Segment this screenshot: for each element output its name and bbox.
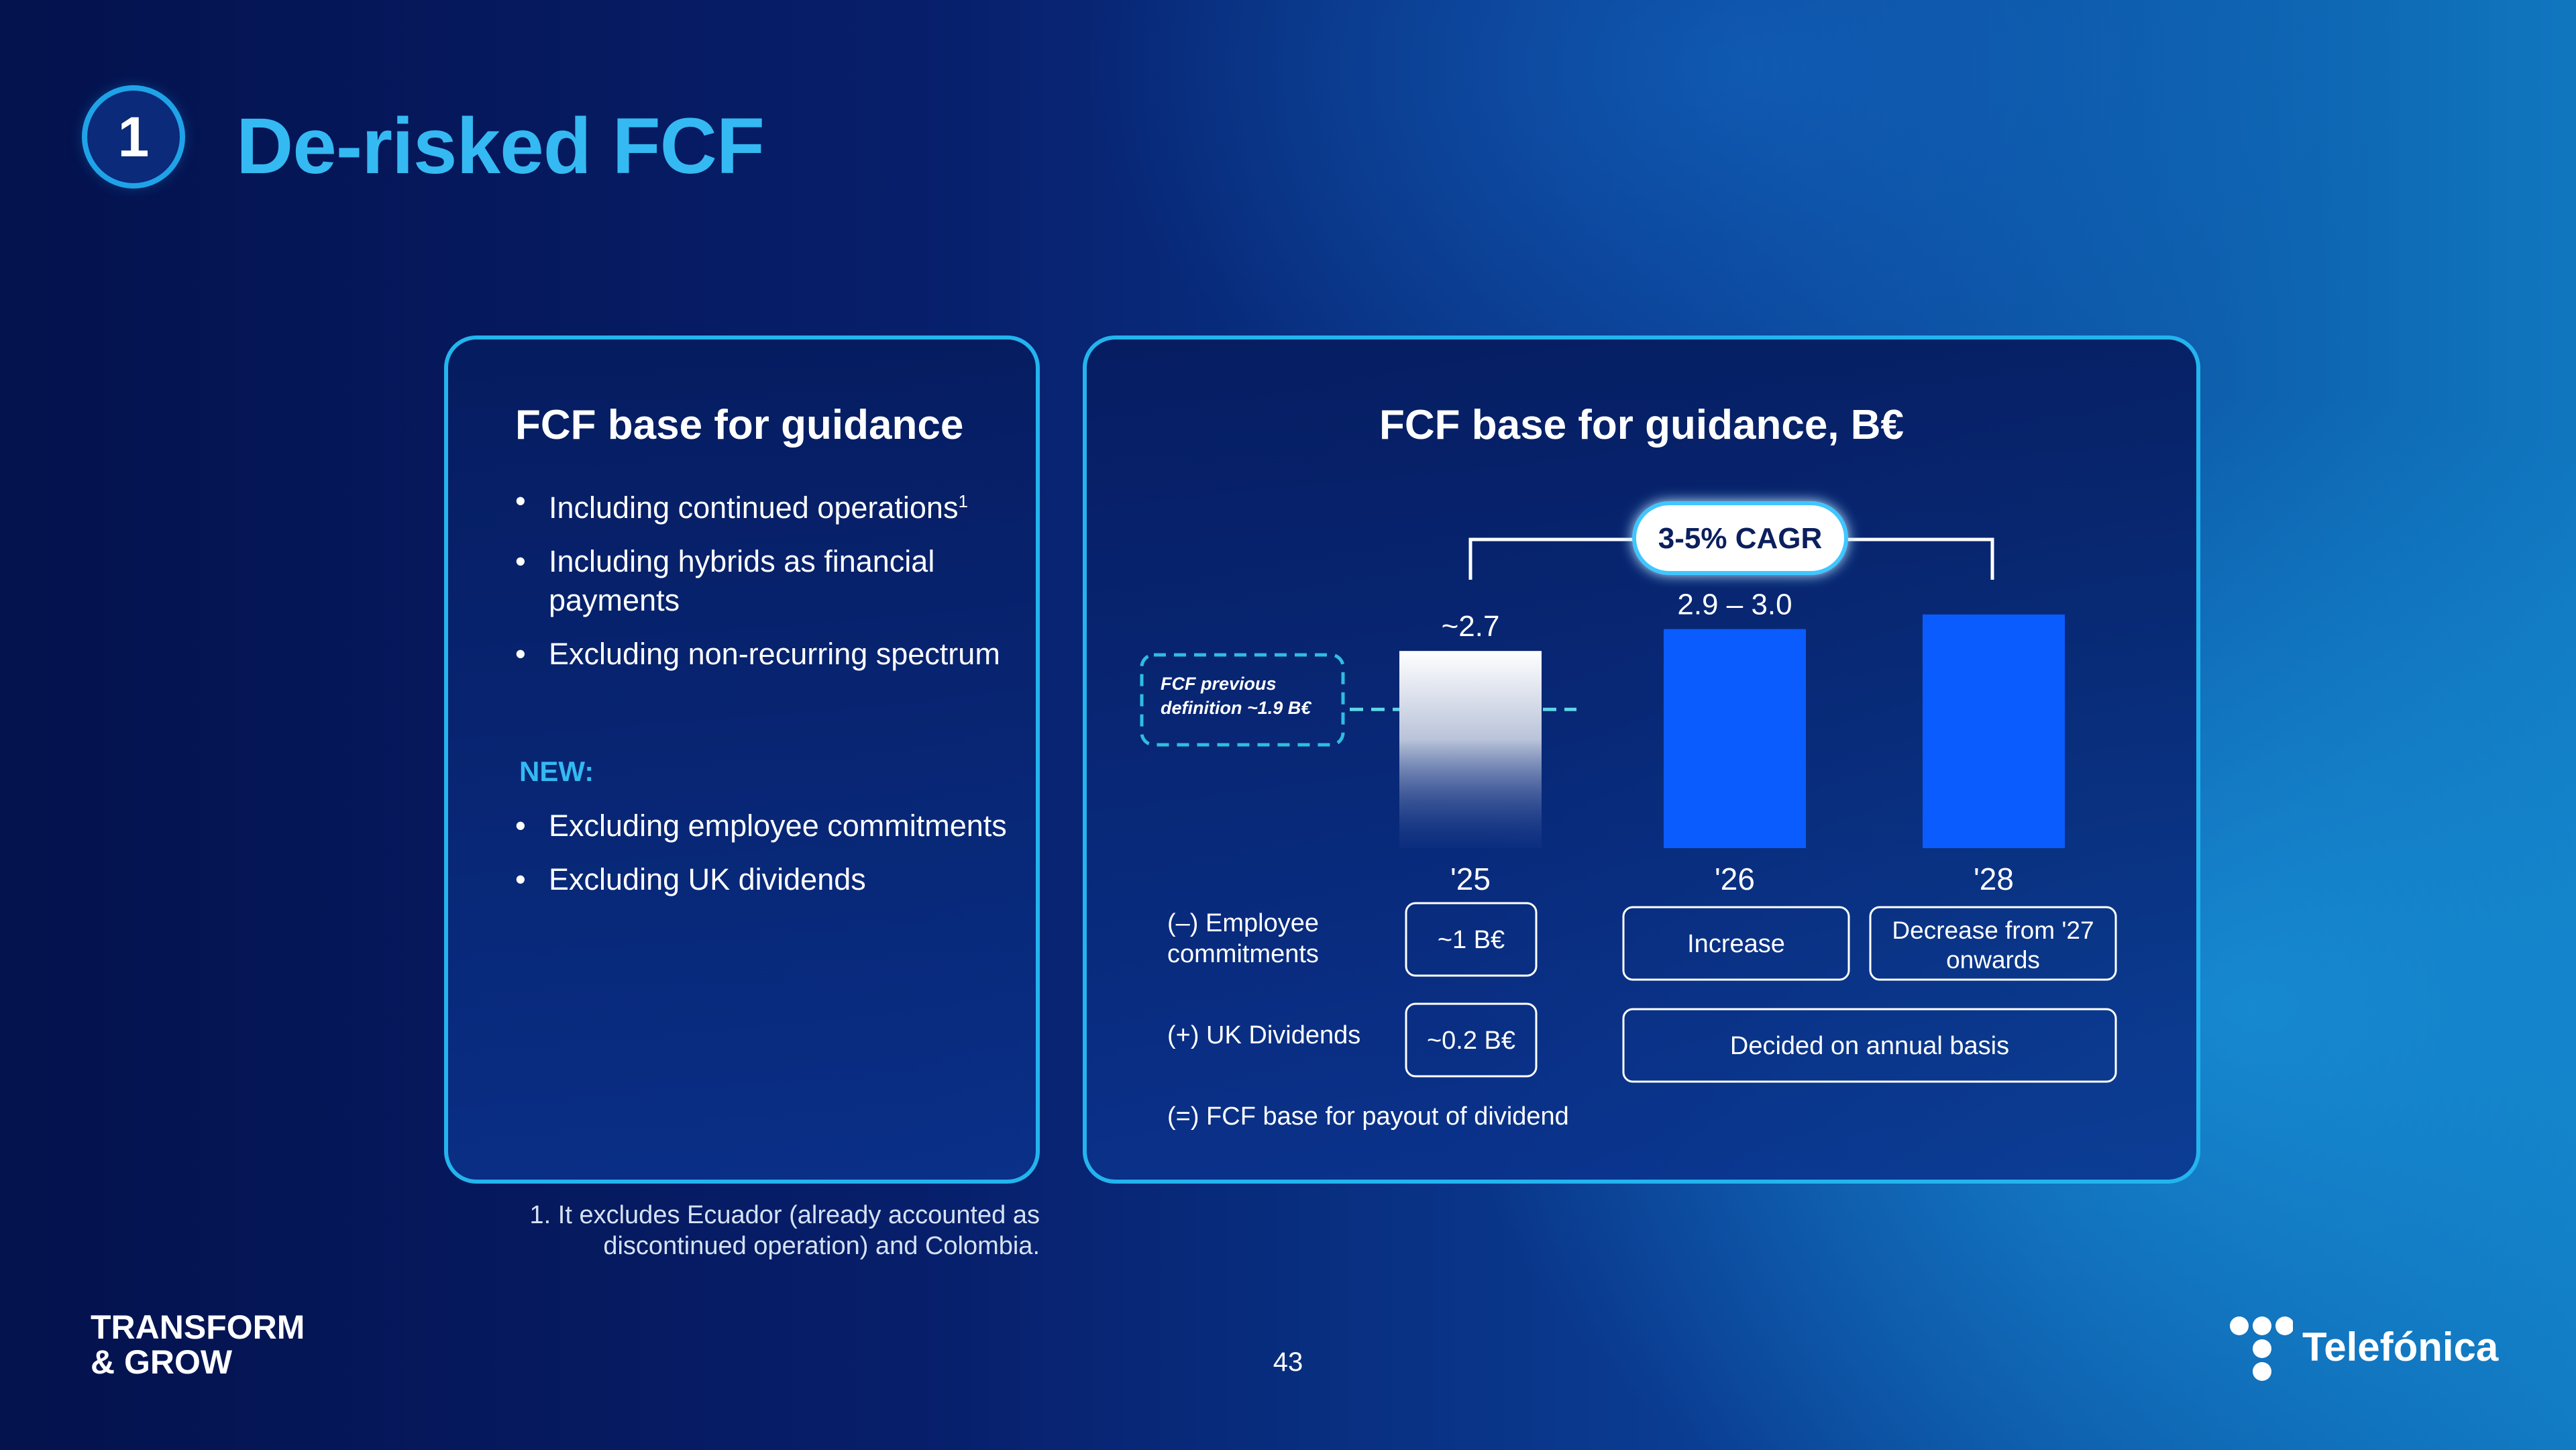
new-label: NEW: bbox=[519, 756, 594, 787]
guidance-definition-panel: FCF base for guidance • Including continu… bbox=[444, 335, 1040, 1184]
cagr-label: 3-5% CAGR bbox=[1658, 522, 1823, 555]
chart-title: FCF base for guidance, B€ bbox=[1379, 402, 1904, 448]
page-number: 43 bbox=[1273, 1347, 1303, 1377]
category-label-2025: '25 bbox=[1450, 862, 1491, 896]
previous-definition-line2: definition ~1.9 B€ bbox=[1161, 698, 1311, 718]
cell-uk-2026-2028 bbox=[1622, 1008, 2117, 1083]
bar-2026 bbox=[1664, 629, 1806, 848]
chart-panel: FCF base for guidance, B€ 3-5% CAGR FCF … bbox=[1083, 335, 2200, 1184]
fcf-bar-chart: 3-5% CAGR FCF previous definition ~1.9 B… bbox=[1140, 501, 2117, 1131]
list-item: • Excluding UK dividends bbox=[515, 862, 866, 896]
row-label-fcf-payout: (=) FCF base for payout of dividend bbox=[1167, 1102, 1569, 1131]
cell-uk-2025-text: ~0.2 B€ bbox=[1427, 1027, 1515, 1055]
section-number-badge: 1 bbox=[87, 91, 180, 183]
telefonica-logo-icon bbox=[2230, 1316, 2293, 1381]
row-label-employee-line1: (–) Employee bbox=[1167, 909, 1319, 937]
cell-employee-2026 bbox=[1622, 906, 1850, 981]
page-title: De-risked FCF bbox=[236, 102, 765, 191]
footnote: 1. It excludes Ecuador (already accounte… bbox=[529, 1201, 1040, 1260]
cell-employee-2025 bbox=[1405, 902, 1538, 977]
telefonica-logo-text: Telefónica bbox=[2302, 1325, 2499, 1369]
cell-uk-2026-2028-text: Decided on annual basis bbox=[1730, 1032, 2009, 1060]
bar-2025 bbox=[1399, 651, 1542, 848]
category-label-2026: '26 bbox=[1715, 862, 1755, 896]
new-bullet-list: • Excluding employee commitments • Excludi… bbox=[515, 807, 1012, 914]
row-label-uk-dividends: (+) UK Dividends bbox=[1167, 1021, 1360, 1049]
cell-uk-2025 bbox=[1405, 1002, 1538, 1078]
row-label-employee-line2: commitments bbox=[1167, 940, 1319, 968]
list-item: • Excluding non-recurring spectrum bbox=[515, 637, 1000, 671]
value-label-2026: 2.9 – 3.0 bbox=[1677, 588, 1792, 621]
cell-employee-2026-text: Increase bbox=[1687, 930, 1785, 958]
cell-employee-2028 bbox=[1869, 906, 2117, 981]
left-panel-title: FCF base for guidance bbox=[515, 402, 964, 448]
brand-tagline: TRANSFORM & GROW bbox=[91, 1308, 305, 1381]
previous-definition-box bbox=[1140, 653, 1345, 747]
cell-employee-2028-line1: Decrease from '27 bbox=[1892, 917, 2094, 944]
list-item: • Including hybrids as financial payments bbox=[515, 544, 935, 617]
category-label-2028: '28 bbox=[1974, 862, 2014, 896]
bullet-list: • Including continued operations1 • Includ… bbox=[515, 482, 1012, 688]
list-item: • Including continued operations1 bbox=[515, 484, 968, 525]
previous-definition-line1: FCF previous bbox=[1161, 674, 1277, 694]
cell-employee-2025-text: ~1 B€ bbox=[1438, 926, 1505, 954]
footnote-marker: 1 bbox=[958, 491, 968, 511]
list-item: • Excluding employee commitments bbox=[515, 809, 1007, 843]
cagr-pill bbox=[1632, 501, 1848, 575]
bar-2028 bbox=[1923, 614, 2065, 848]
cell-employee-2028-line2: onwards bbox=[1946, 946, 2040, 974]
value-label-2025: ~2.7 bbox=[1442, 610, 1500, 643]
